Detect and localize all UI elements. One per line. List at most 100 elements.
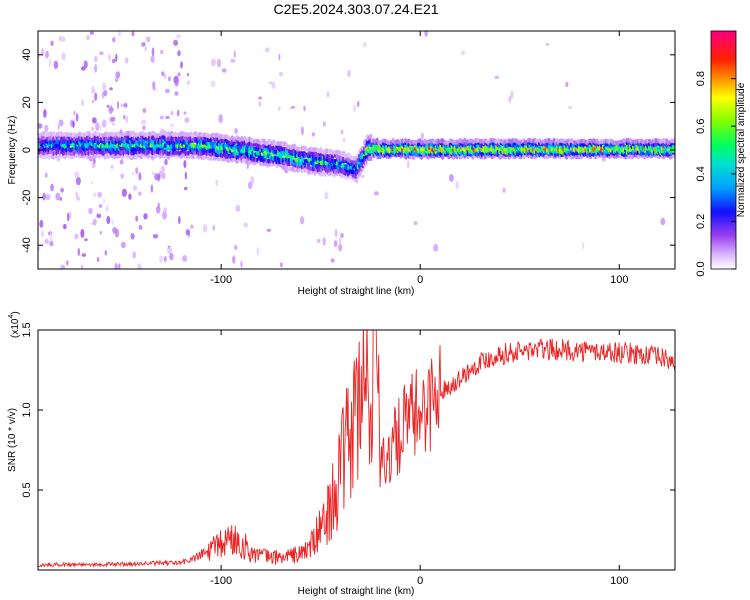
- tick-label: 0.5: [21, 482, 33, 497]
- colorbar-gradient: [710, 30, 737, 270]
- spectrogram-cell: [96, 213, 102, 218]
- spectrogram-cell: [72, 120, 75, 128]
- spectrogram-cell: [230, 59, 236, 63]
- spectrogram-cell: [91, 86, 95, 94]
- spectrogram-cell: [61, 36, 66, 42]
- spectrogram-cell: [157, 173, 160, 182]
- spectrogram-cell: [265, 47, 270, 53]
- spectrogram-cell: [354, 178, 359, 184]
- spectrogram-cell: [342, 137, 346, 142]
- tick-label: 0.0: [695, 261, 707, 276]
- spectrogram-cell: [115, 53, 118, 62]
- spectrogram-cell: [347, 70, 351, 78]
- spectrogram-cell: [169, 252, 174, 261]
- spectrogram-cell: [103, 199, 106, 203]
- spectrogram-cell: [183, 160, 187, 169]
- spectrogram-cell: [164, 158, 168, 166]
- colorbar: 0.0 0.2 0.4 0.6 0.8 Normalized spectral ampl…: [695, 30, 747, 277]
- spectrogram-cell: [356, 100, 360, 108]
- spectrogram-cell: [258, 96, 263, 100]
- spectrogram-cell: [120, 173, 125, 179]
- tick-label: -20: [21, 190, 33, 206]
- tick-label: 0.2: [695, 214, 707, 229]
- spectrogram-cell: [243, 222, 249, 228]
- spectrogram-cell: [184, 171, 188, 180]
- spectrogram-cell: [269, 81, 272, 85]
- tick-label: 0: [21, 147, 33, 153]
- svg-text:(x104): (x104): [8, 311, 21, 338]
- spectrogram-cell: [322, 237, 326, 246]
- spectrogram-cell: [123, 102, 128, 108]
- spectrogram-cell: [420, 132, 425, 140]
- snr-plot-area: [38, 330, 675, 570]
- spectrogram-cell: [103, 90, 108, 97]
- spectrogram-cell: [671, 153, 675, 158]
- spectrogram-cell: [42, 192, 46, 201]
- spectrogram-cell: [162, 210, 167, 220]
- spectrogram-cell: [41, 48, 44, 56]
- spectrogram-cell: [326, 91, 330, 98]
- spectrogram-cell: [69, 210, 72, 220]
- spectrogram-cell: [75, 176, 81, 186]
- spectrogram-cell: [111, 219, 114, 225]
- spectrogram-cell: [278, 53, 281, 61]
- spectrogram-cell: [190, 224, 194, 230]
- spectrogram-cell: [299, 216, 305, 225]
- spectrogram-cell: [373, 191, 379, 196]
- spectrogram-cell: [164, 88, 170, 94]
- spectrogram-cell: [660, 217, 666, 226]
- spectrogram-cell: [150, 55, 155, 63]
- tick-label: 0.4: [695, 166, 707, 181]
- spectrogram-cell: [278, 106, 281, 111]
- spectrogram-cell: [45, 194, 51, 201]
- spectrogram-cell: [258, 100, 261, 107]
- spectrogram-cell: [212, 225, 216, 231]
- spectrogram-cell: [38, 123, 43, 129]
- spectrogram-cell: [152, 234, 159, 239]
- spectrogram-cell: [44, 172, 48, 178]
- spectrogram-cell: [141, 119, 147, 125]
- spectrogram-cell: [45, 50, 49, 59]
- spectrogram-cell: [185, 229, 190, 236]
- spectrogram-cell: [105, 205, 109, 212]
- spectrogram-cell: [177, 50, 181, 57]
- spectrogram-cell: [114, 228, 120, 238]
- spectrogram-cell: [118, 263, 121, 269]
- spectrogram-cell: [173, 39, 179, 46]
- snr-xlabel: Height of straight line (km): [298, 586, 415, 597]
- spectrogram-cell: [135, 167, 139, 175]
- spectrogram-cell: [183, 111, 187, 115]
- spectrogram-cell: [163, 255, 167, 263]
- snr-multiplier: (x104): [8, 311, 21, 338]
- tick-label: -100: [210, 274, 232, 286]
- spectrogram-cell: [58, 119, 64, 127]
- spectrogram-cell: [232, 255, 236, 264]
- spectrogram-cell: [128, 193, 132, 200]
- snr-series-line: [38, 330, 675, 568]
- spectrogram-cell: [86, 34, 90, 41]
- spectrogram-cell: [50, 40, 54, 46]
- spectrogram-cell: [81, 253, 87, 257]
- spectrogram-cell: [96, 256, 100, 263]
- spectrogram-cell: [115, 71, 121, 79]
- spectrogram-cell: [80, 66, 86, 71]
- spectrogram-cell: [161, 71, 165, 77]
- spectrogram-cell: [120, 241, 126, 249]
- spectrogram-cell: [303, 105, 306, 112]
- spectrogram-cell: [180, 61, 183, 69]
- spectrogram-cell: [278, 71, 284, 77]
- figure-title: C2E5.2024.303.07.24.E21: [273, 1, 438, 17]
- spectrogram-cell: [300, 126, 304, 136]
- tick-label: 0.8: [695, 71, 707, 86]
- spectrogram-cell: [55, 192, 61, 201]
- spectrogram-cell: [167, 76, 171, 82]
- spectrogram-cell: [138, 191, 142, 196]
- spectrogram-cell: [338, 237, 342, 244]
- spectrogram-cell: [170, 110, 174, 116]
- spectrogram-cell: [266, 228, 272, 232]
- spectrogram-cell: [94, 92, 98, 101]
- spectrogram-cell: [333, 240, 338, 248]
- snr-panel: -100 0 100 0.5 1.0 1.5 Height of straight lin…: [7, 311, 676, 597]
- spectrogram-cell: [360, 174, 365, 178]
- spectrogram-cell: [210, 80, 216, 88]
